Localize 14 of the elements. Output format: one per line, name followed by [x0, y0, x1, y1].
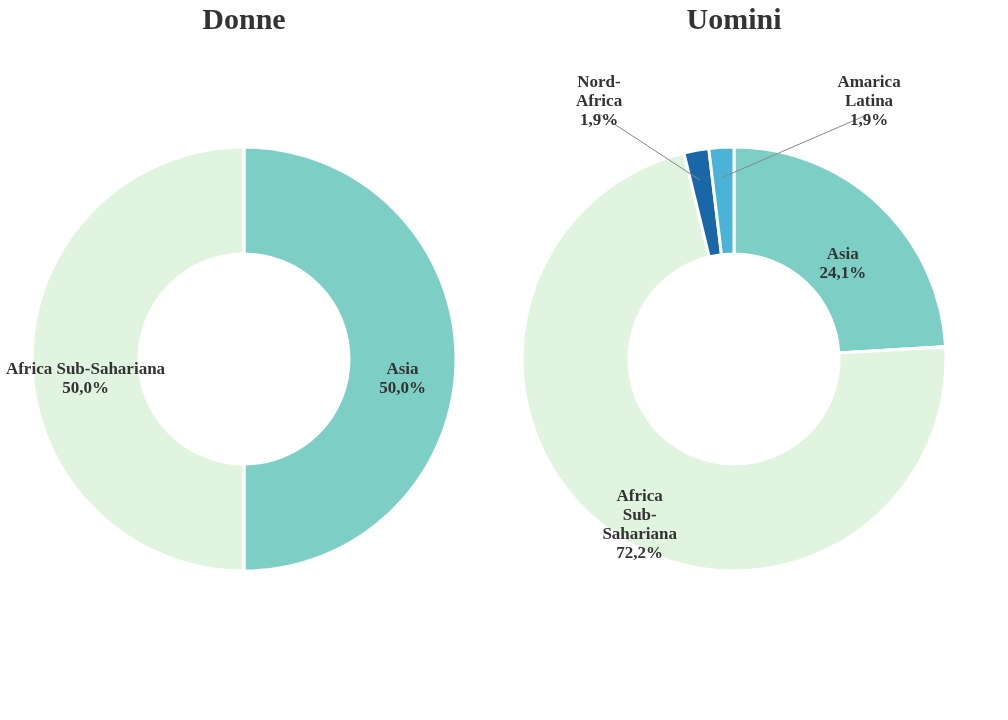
slice-label: Asia — [826, 243, 860, 263]
data-label: 72,2% — [616, 543, 664, 563]
data-label: 24,1% — [819, 262, 867, 282]
slice-label: Amarica Latina — [837, 72, 902, 110]
data-label: 1,9% — [849, 110, 889, 129]
slice-label: Africa Sub-Sahariana — [5, 359, 166, 378]
data-label: 50,0% — [62, 378, 109, 397]
slice-label: Asia — [386, 359, 420, 378]
slice-label: Nord-Africa — [575, 72, 623, 110]
chart-title: Donne — [202, 2, 286, 35]
slice-label: Africa Sub-Sahariana — [602, 486, 678, 544]
chart-title: Uomini — [686, 2, 782, 35]
data-label: 1,9% — [579, 110, 619, 129]
data-label: 50,0% — [379, 378, 426, 397]
